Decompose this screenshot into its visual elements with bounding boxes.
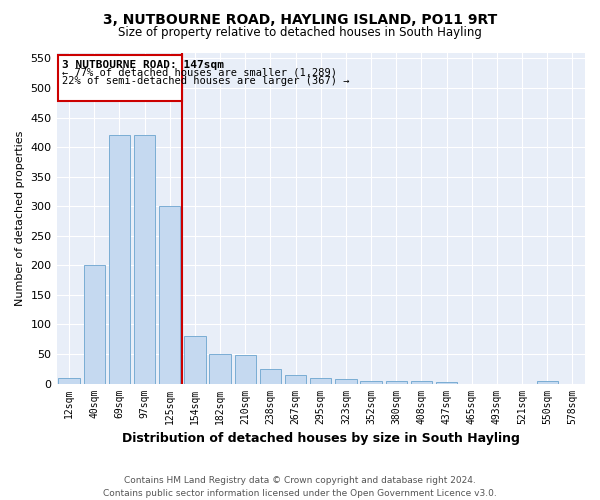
Bar xyxy=(184,336,206,384)
Bar xyxy=(209,354,231,384)
Bar xyxy=(58,378,80,384)
Text: ← 77% of detached houses are smaller (1,289): ← 77% of detached houses are smaller (1,… xyxy=(62,68,337,78)
Bar xyxy=(310,378,331,384)
Text: Size of property relative to detached houses in South Hayling: Size of property relative to detached ho… xyxy=(118,26,482,39)
Text: Contains HM Land Registry data © Crown copyright and database right 2024.
Contai: Contains HM Land Registry data © Crown c… xyxy=(103,476,497,498)
Bar xyxy=(159,206,181,384)
Bar xyxy=(361,380,382,384)
Bar xyxy=(260,369,281,384)
Bar xyxy=(109,136,130,384)
Bar xyxy=(536,380,558,384)
X-axis label: Distribution of detached houses by size in South Hayling: Distribution of detached houses by size … xyxy=(122,432,520,445)
Bar xyxy=(235,355,256,384)
Bar xyxy=(436,382,457,384)
Text: 3, NUTBOURNE ROAD, HAYLING ISLAND, PO11 9RT: 3, NUTBOURNE ROAD, HAYLING ISLAND, PO11 … xyxy=(103,12,497,26)
Bar xyxy=(134,136,155,384)
Y-axis label: Number of detached properties: Number of detached properties xyxy=(15,130,25,306)
Text: 22% of semi-detached houses are larger (367) →: 22% of semi-detached houses are larger (… xyxy=(62,76,349,86)
Bar xyxy=(386,381,407,384)
FancyBboxPatch shape xyxy=(58,55,182,101)
Bar xyxy=(83,266,105,384)
Bar xyxy=(335,379,356,384)
Text: 3 NUTBOURNE ROAD: 147sqm: 3 NUTBOURNE ROAD: 147sqm xyxy=(62,60,224,70)
Bar xyxy=(285,374,307,384)
Bar xyxy=(411,381,432,384)
